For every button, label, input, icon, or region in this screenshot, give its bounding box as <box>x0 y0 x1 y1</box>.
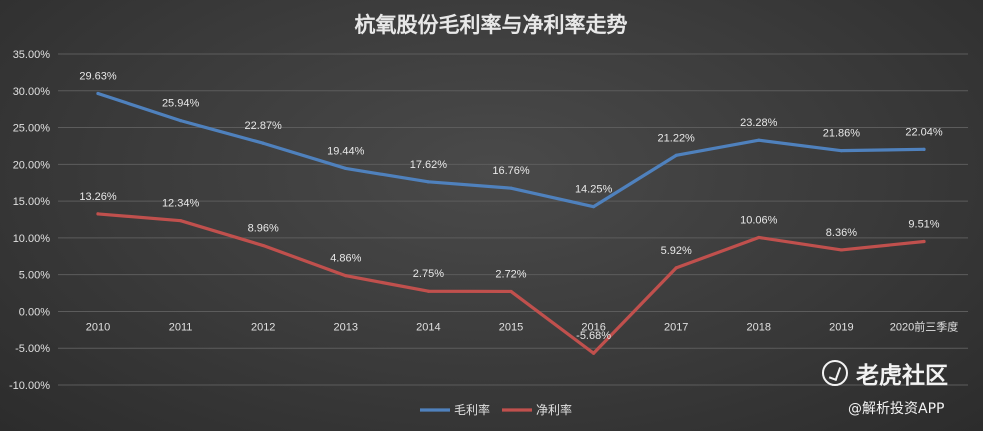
data-label: 8.36% <box>826 227 857 239</box>
data-point <box>179 119 183 123</box>
x-tick-label: 2010 <box>86 321 110 333</box>
y-tick-label: 20.00% <box>13 159 51 171</box>
data-label: 4.86% <box>330 253 361 265</box>
x-tick-label: 2017 <box>664 321 688 333</box>
data-point <box>96 212 100 216</box>
x-tick-label: 2012 <box>251 321 275 333</box>
y-tick-label: -10.00% <box>9 380 50 392</box>
data-point <box>509 186 513 190</box>
data-point <box>96 91 100 96</box>
data-point <box>509 289 513 294</box>
y-axis-ticks: 35.00% 30.00% 25.00% 20.00% 15.00% 10.00% 5.00… <box>9 49 50 392</box>
x-tick-label: 2014 <box>416 321 440 333</box>
y-tick-label: 0.00% <box>19 306 50 318</box>
data-label: 22.87% <box>245 120 283 132</box>
data-label: 13.26% <box>79 191 117 203</box>
data-label: 17.62% <box>410 159 448 171</box>
data-point <box>592 205 596 209</box>
data-label: 10.06% <box>740 214 778 226</box>
x-tick-label: 2013 <box>334 321 358 333</box>
data-point <box>261 141 265 145</box>
legend-entry: 净利率 <box>536 402 572 417</box>
y-tick-label: 5.00% <box>19 270 50 282</box>
watermark-sub: @解析投资APP <box>848 401 945 417</box>
tiger-logo-icon <box>822 360 848 386</box>
x-tick-label: 2020前三季度 <box>890 319 958 333</box>
data-label: 16.76% <box>492 165 530 177</box>
y-tick-label: 30.00% <box>13 86 51 98</box>
y-tick-label: 15.00% <box>13 196 51 208</box>
data-point <box>261 243 265 248</box>
data-point <box>757 235 761 240</box>
x-tick-label: 2018 <box>747 321 771 333</box>
data-point <box>674 266 678 270</box>
x-axis-ticks: 2010 2011 2012 2013 2014 2015 2016 2017 2018 2019… <box>86 319 958 333</box>
data-point <box>179 219 183 223</box>
chart-title: 杭氧股份毛利率与净利率走势 <box>355 12 628 37</box>
y-tick-label: 25.00% <box>13 123 51 135</box>
data-labels: 29.63% 25.94% 22.87% 19.44% 17.62% 16.76% 14.2… <box>79 70 943 342</box>
x-tick-label: 2016 <box>581 321 605 333</box>
data-label: -5.68% <box>576 330 611 342</box>
data-label: 9.51% <box>908 218 939 230</box>
data-point <box>344 166 348 171</box>
data-point <box>426 180 430 184</box>
data-label: 14.25% <box>575 184 613 196</box>
data-point <box>344 274 348 278</box>
data-label: 23.28% <box>740 117 778 129</box>
data-label: 5.92% <box>661 245 692 257</box>
data-point <box>426 289 430 293</box>
x-tick-label: 2019 <box>829 321 853 333</box>
y-tick-label: 35.00% <box>13 49 51 61</box>
data-point <box>592 351 596 355</box>
y-tick-label: 10.00% <box>13 233 51 245</box>
series-lines <box>96 91 926 355</box>
data-label: 2.72% <box>495 268 526 280</box>
legend-entry: 毛利率 <box>454 402 490 417</box>
data-label: 12.34% <box>162 198 200 210</box>
data-label: 19.44% <box>327 145 365 157</box>
data-label: 2.75% <box>413 268 444 280</box>
data-point <box>757 138 761 142</box>
data-label: 25.94% <box>162 98 200 110</box>
watermark-brand-text: 老虎社区 <box>856 363 948 389</box>
data-label: 21.22% <box>658 132 696 144</box>
x-tick-label: 2011 <box>169 321 193 333</box>
watermark-brand: 老虎社区 <box>822 356 972 390</box>
data-label: 21.86% <box>823 128 861 140</box>
legend: 毛利率 净利率 <box>420 402 572 417</box>
y-tick-label: -5.00% <box>15 343 50 355</box>
data-point <box>674 153 678 157</box>
data-point <box>922 239 926 244</box>
data-label: 22.04% <box>905 126 943 138</box>
data-point <box>839 248 844 252</box>
x-tick-label: 2015 <box>499 321 523 333</box>
data-point <box>922 147 926 151</box>
data-point <box>839 149 844 153</box>
data-label: 29.63% <box>79 70 117 82</box>
data-label: 8.96% <box>248 223 279 235</box>
